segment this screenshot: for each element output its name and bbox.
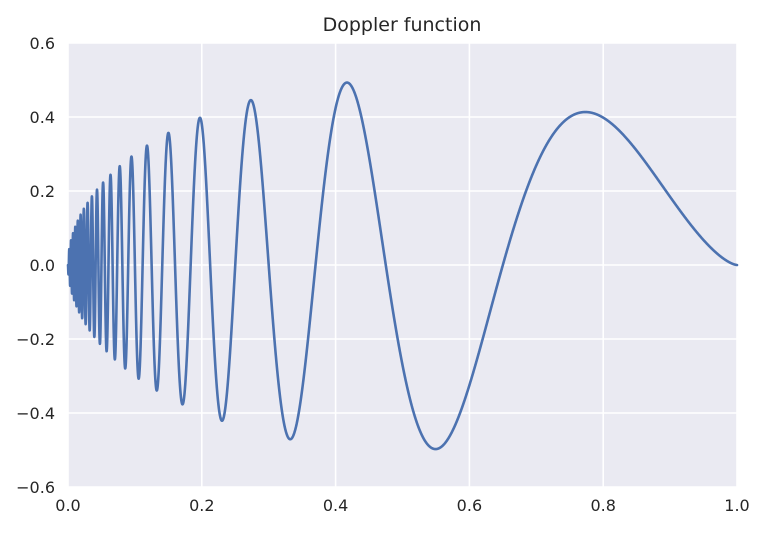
y-tick-label: 0.4	[30, 108, 55, 127]
y-tick-label: −0.6	[16, 478, 55, 497]
grid-lines	[67, 42, 738, 488]
x-tick-label: 1.0	[724, 496, 749, 515]
doppler-series-line	[66, 81, 739, 451]
y-tick-label: −0.4	[16, 404, 55, 423]
y-axis-tick-labels: −0.6 −0.4 −0.2 0.0 0.2 0.4 0.6	[16, 34, 55, 497]
y-tick-label: 0.2	[30, 182, 55, 201]
x-tick-label: 0.8	[590, 496, 615, 515]
x-tick-label: 0.2	[189, 496, 214, 515]
x-axis-tick-labels: 0.0 0.2 0.4 0.6 0.8 1.0	[55, 496, 749, 515]
chart-title: Doppler function	[323, 14, 482, 36]
x-tick-label: 0.0	[55, 496, 80, 515]
x-tick-label: 0.4	[323, 496, 348, 515]
x-tick-label: 0.6	[457, 496, 482, 515]
y-tick-label: 0.6	[30, 34, 55, 53]
y-tick-label: −0.2	[16, 330, 55, 349]
y-tick-label: 0.0	[30, 256, 55, 275]
series-layer	[66, 81, 739, 451]
